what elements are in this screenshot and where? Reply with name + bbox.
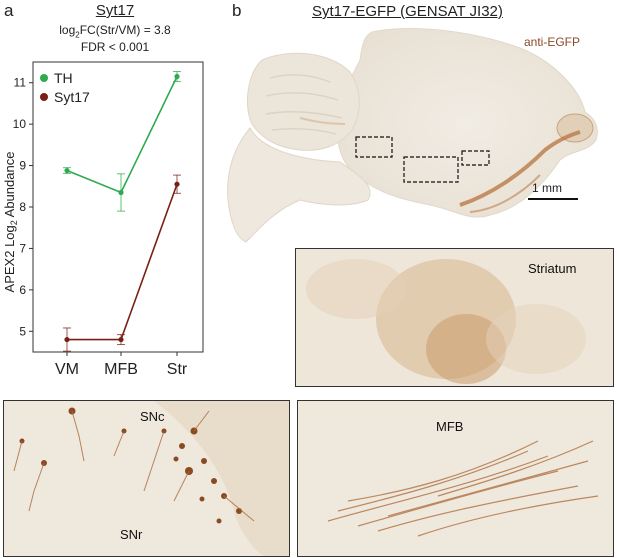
y-tick-label: 9 [19,159,26,173]
abundance-chart: APEX2 Log2 Abundance 5 6 7 8 9 10 11 VM MFB Str TH… [2,61,204,378]
mfb-label: MFB [436,419,464,434]
legend-marker-syt17 [40,93,48,101]
snc-region-box [355,136,393,158]
data-point-syt17 [174,181,180,187]
stat-subscript: 2 [75,30,80,40]
x-tick-label-vm: VM [55,361,79,378]
data-point-syt17 [118,336,124,343]
striatum-region-box [461,150,490,166]
x-tick-label-mfb: MFB [104,361,138,378]
fold-change-stat: log2FC(Str/VM) = 3.8 [0,23,230,39]
y-tick-label: 10 [13,117,27,131]
series-line-syt17 [67,183,178,341]
stat-rest: FC(Str/VM) = 3.8 [79,23,171,37]
data-point-th [64,167,70,174]
panel-b-title: Syt17-EGFP (GENSAT JI32) [312,3,503,20]
y-tick-label: 5 [19,324,26,338]
snc-label: SNc [140,409,165,424]
y-axis-title: APEX2 Log2 Abundance [2,152,19,293]
panel-b-letter: b [232,1,242,20]
panel-a-letter: a [4,1,14,20]
data-point-th [174,73,180,80]
data-point-syt17 [64,336,70,343]
y-tick-label: 8 [19,200,26,214]
fdr-stat: FDR < 0.001 [80,40,150,54]
legend-marker-th [40,74,48,82]
chart-title: Syt17 [95,2,135,19]
y-tick-label: 11 [14,76,27,90]
striatum-inset: Striatum [295,248,614,387]
brainstem-tissue [227,127,371,243]
cerebellum-tissue [246,52,360,151]
snr-label: SNr [120,527,143,542]
plot-frame [32,61,204,353]
stain-label: anti-EGFP [524,35,581,49]
mfb-region-box [403,156,459,183]
scale-bar-label: 1 mm [532,181,562,195]
sagittal-brain-section [227,28,598,243]
y-tick-label: 6 [19,283,26,297]
x-tick-label-str: Str [167,361,188,378]
legend-label-th: TH [54,70,73,86]
legend-label-syt17: Syt17 [54,89,90,105]
svg-text:APEX2 Log2 Abundance: APEX2 Log2 Abundance [2,152,19,293]
data-point-th [118,189,124,196]
striatum-label: Striatum [528,261,577,276]
stat-prefix: log [59,23,76,37]
mfb-inset: MFB [297,400,614,557]
y-tick-label: 7 [19,241,26,255]
substantia-nigra-inset: SNc SNr [3,400,290,557]
